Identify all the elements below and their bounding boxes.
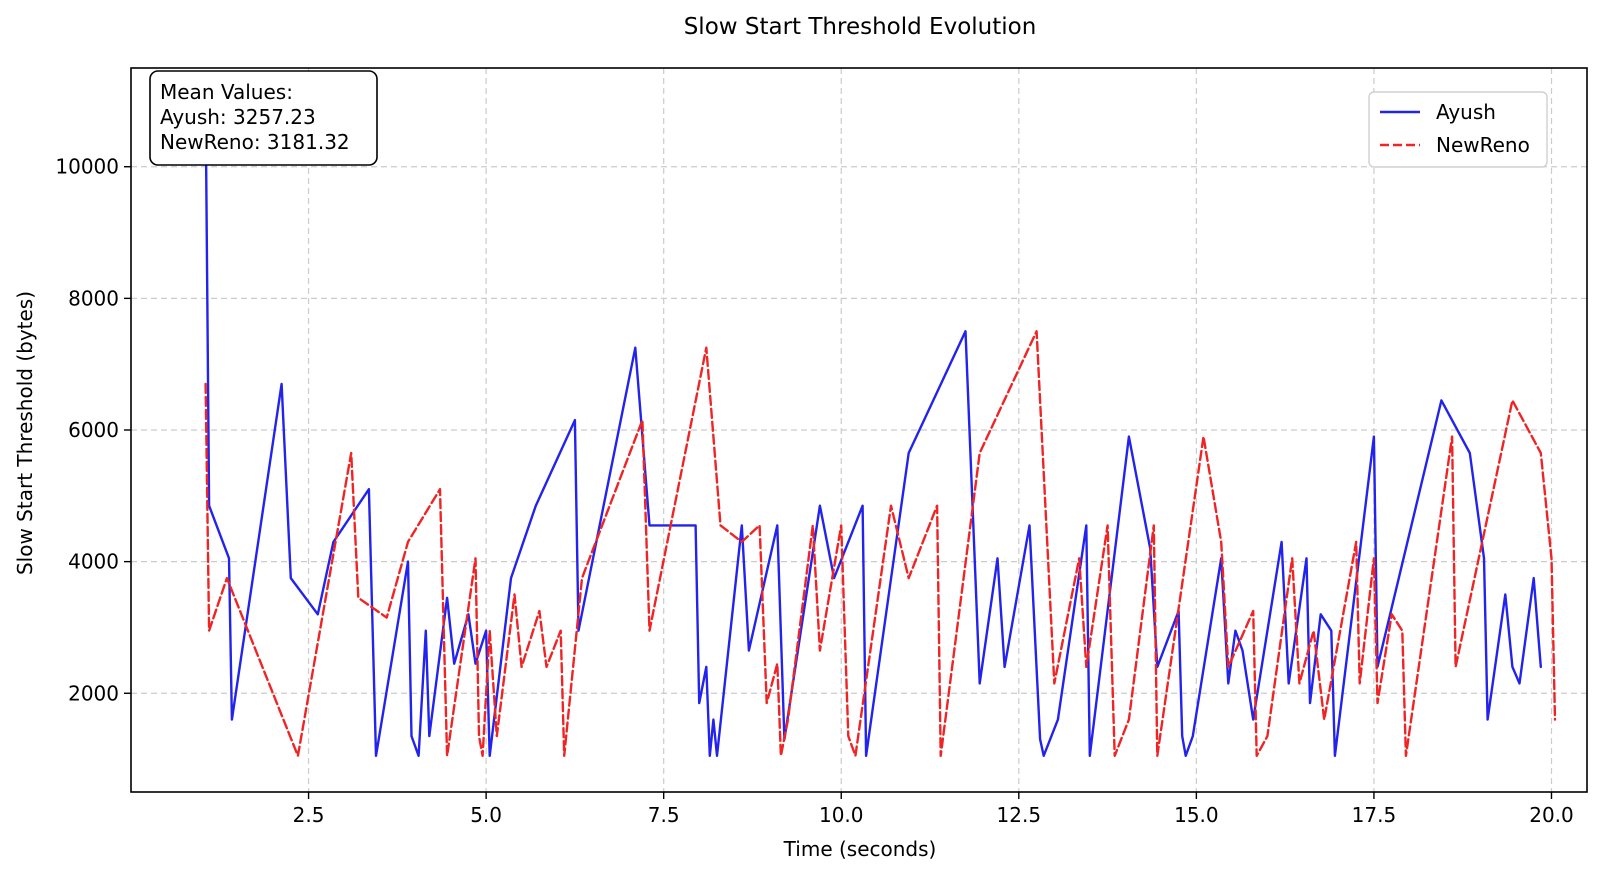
annotation-line-newreno: NewReno: 3181.32	[160, 130, 350, 154]
annotation-line-ayush: Ayush: 3257.23	[160, 105, 316, 129]
series-line-ayush	[204, 99, 1543, 757]
x-tick-label: 10.0	[819, 803, 864, 827]
y-tick-label: 2000	[68, 681, 119, 705]
x-tick-label: 7.5	[648, 803, 680, 827]
y-tick-label: 10000	[55, 155, 119, 179]
x-tick-label: 5.0	[470, 803, 502, 827]
chart-title: Slow Start Threshold Evolution	[684, 14, 1037, 40]
annotation-line-title: Mean Values:	[160, 80, 293, 104]
mean-values-annotation: Mean Values: Ayush: 3257.23 NewReno: 318…	[149, 70, 378, 166]
x-tick-label: 17.5	[1352, 803, 1397, 827]
y-tick-label: 4000	[68, 550, 119, 574]
grid	[131, 68, 1587, 792]
x-tick-label: 12.5	[997, 803, 1042, 827]
x-tick-label: 15.0	[1174, 803, 1219, 827]
series-layer	[204, 99, 1557, 757]
x-tick-label: 2.5	[293, 803, 325, 827]
legend-label-ayush: Ayush	[1436, 100, 1496, 124]
y-tick-label: 6000	[68, 418, 119, 442]
y-tick-label: 8000	[68, 286, 119, 310]
legend: Ayush NewReno	[1368, 91, 1548, 168]
y-axis-label: Slow Start Threshold (bytes)	[13, 291, 37, 575]
axis-ticks: 2.5 5.0 7.5 10.0 12.5 15.0 17.5 20.0 2000 4000 600…	[55, 155, 1573, 827]
annotation-box-frame	[149, 70, 378, 166]
x-axis-label: Time (seconds)	[783, 837, 937, 861]
legend-label-newreno: NewReno	[1436, 133, 1530, 157]
series-line-newreno	[204, 330, 1557, 757]
plot-frame	[130, 67, 1588, 793]
x-tick-label: 20.0	[1529, 803, 1574, 827]
